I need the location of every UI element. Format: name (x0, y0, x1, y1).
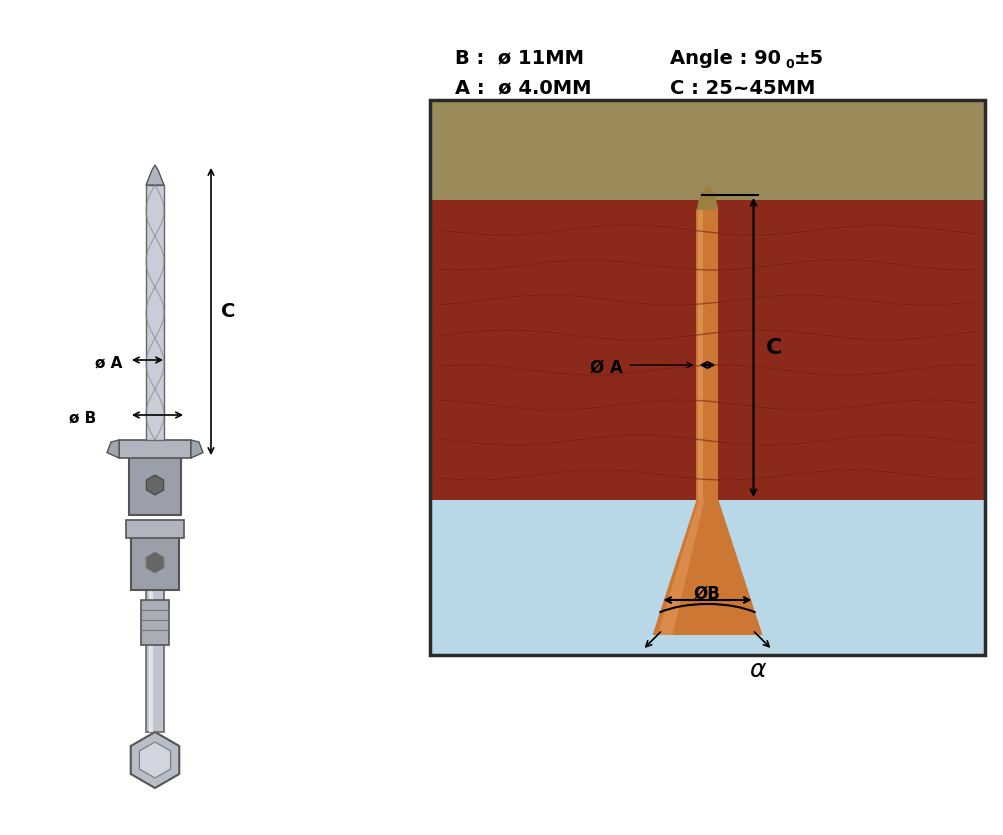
Bar (140, 600, 169, 645)
Text: Ø A: Ø A (589, 359, 622, 377)
Text: 0: 0 (784, 58, 793, 70)
Bar (148, 590, 152, 732)
Text: B :  ø 11MM: B : ø 11MM (454, 48, 584, 68)
Text: C : 25~45MM: C : 25~45MM (669, 78, 814, 98)
Polygon shape (107, 440, 119, 458)
Text: ±5: ±5 (793, 48, 823, 68)
Text: ø B: ø B (68, 411, 96, 426)
Bar (130, 535, 179, 590)
Bar (125, 520, 184, 538)
Polygon shape (130, 732, 180, 788)
Bar (429, 100, 984, 200)
Polygon shape (657, 500, 704, 635)
Text: A :  ø 4.0MM: A : ø 4.0MM (454, 78, 591, 98)
Text: C: C (221, 302, 235, 321)
Polygon shape (146, 553, 163, 573)
Bar (145, 185, 163, 440)
Polygon shape (191, 440, 203, 458)
Bar (429, 500, 984, 655)
Polygon shape (139, 742, 171, 778)
Text: Angle : 90: Angle : 90 (669, 48, 780, 68)
Bar (128, 455, 181, 515)
Polygon shape (652, 500, 761, 635)
Bar (429, 200, 984, 500)
Bar (696, 210, 718, 500)
Polygon shape (145, 165, 163, 185)
Bar (429, 100, 984, 655)
Polygon shape (696, 185, 718, 210)
Bar (119, 440, 191, 458)
Text: C: C (764, 337, 781, 357)
Text: α: α (748, 658, 765, 682)
Bar (145, 590, 163, 732)
Text: ø A: ø A (94, 356, 122, 371)
Bar (698, 210, 703, 500)
Text: ØB: ØB (693, 585, 720, 603)
Polygon shape (146, 475, 163, 495)
